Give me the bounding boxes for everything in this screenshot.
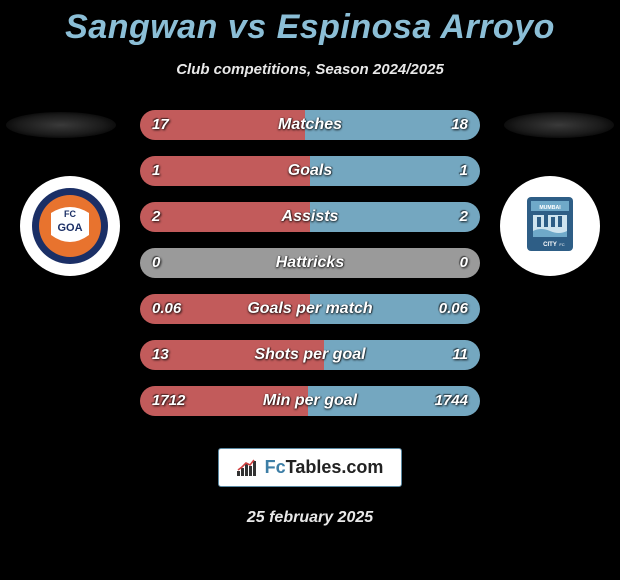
svg-text:GOA: GOA (57, 222, 82, 234)
player-shadow-left (6, 112, 116, 138)
svg-text:MUMBAI: MUMBAI (539, 205, 561, 211)
stat-label: Min per goal (140, 386, 480, 416)
stat-label: Assists (140, 202, 480, 232)
team-badge-right: MUMBAI CITY FC (500, 176, 600, 276)
attribution: FcTables.com (0, 448, 620, 487)
page-title: Sangwan vs Espinosa Arroyo (0, 0, 620, 47)
stat-label: Goals per match (140, 294, 480, 324)
stat-row: 17121744Min per goal (140, 386, 480, 416)
svg-text:FC: FC (559, 242, 564, 247)
date: 25 february 2025 (0, 509, 620, 527)
mumbai-city-logo-icon: MUMBAI CITY FC (511, 187, 589, 265)
stat-row: 00Hattricks (140, 248, 480, 278)
svg-text:FC: FC (64, 209, 76, 219)
stat-label: Shots per goal (140, 340, 480, 370)
stat-row: 11Goals (140, 156, 480, 186)
stat-row: 0.060.06Goals per match (140, 294, 480, 324)
stat-label: Goals (140, 156, 480, 186)
stat-rows: 1718Matches 11Goals 22Assists 00Hattricks 0.… (140, 110, 480, 432)
subtitle: Club competitions, Season 2024/2025 (0, 61, 620, 78)
player-shadow-right (504, 112, 614, 138)
stat-row: 1311Shots per goal (140, 340, 480, 370)
fctables-logo: FcTables.com (218, 448, 403, 487)
bars-icon (237, 458, 259, 478)
fc-goa-logo-icon: FC GOA (31, 187, 109, 265)
stat-row: 1718Matches (140, 110, 480, 140)
svg-text:CITY: CITY (543, 242, 557, 248)
team-badge-left: FC GOA (20, 176, 120, 276)
stat-label: Matches (140, 110, 480, 140)
stat-label: Hattricks (140, 248, 480, 278)
comparison-panel: FC GOA MUMBAI CITY FC 1718Matches 11Goals… (0, 110, 620, 430)
fctables-text: FcTables.com (265, 457, 384, 478)
stat-row: 22Assists (140, 202, 480, 232)
